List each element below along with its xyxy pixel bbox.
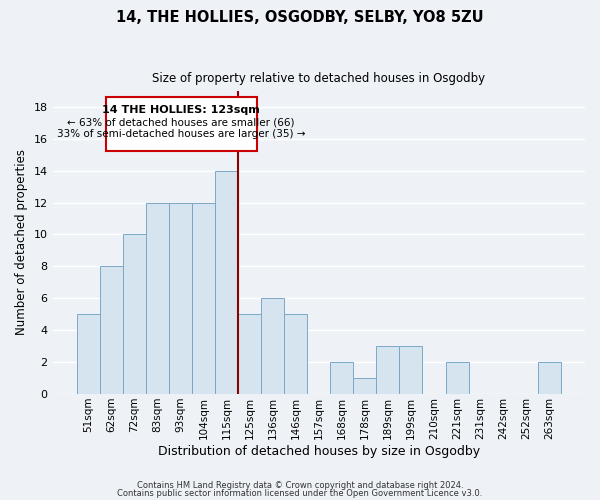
Bar: [169, 202, 192, 394]
Title: Size of property relative to detached houses in Osgodby: Size of property relative to detached ho…: [152, 72, 485, 86]
Bar: [215, 170, 238, 394]
Bar: [238, 314, 261, 394]
Bar: [261, 298, 284, 394]
Text: 14 THE HOLLIES: 123sqm: 14 THE HOLLIES: 123sqm: [102, 105, 260, 115]
Bar: [192, 202, 215, 394]
Bar: [446, 362, 469, 394]
X-axis label: Distribution of detached houses by size in Osgodby: Distribution of detached houses by size …: [158, 444, 480, 458]
Bar: [100, 266, 123, 394]
Text: ← 63% of detached houses are smaller (66): ← 63% of detached houses are smaller (66…: [67, 118, 295, 128]
Bar: [400, 346, 422, 394]
Bar: [376, 346, 400, 394]
Text: 33% of semi-detached houses are larger (35) →: 33% of semi-detached houses are larger (…: [57, 129, 305, 139]
Text: Contains HM Land Registry data © Crown copyright and database right 2024.: Contains HM Land Registry data © Crown c…: [137, 481, 463, 490]
Bar: [77, 314, 100, 394]
Bar: [330, 362, 353, 394]
Bar: [353, 378, 376, 394]
Bar: [123, 234, 146, 394]
Text: 14, THE HOLLIES, OSGODBY, SELBY, YO8 5ZU: 14, THE HOLLIES, OSGODBY, SELBY, YO8 5ZU: [116, 10, 484, 25]
Bar: [146, 202, 169, 394]
Y-axis label: Number of detached properties: Number of detached properties: [15, 150, 28, 336]
FancyBboxPatch shape: [106, 97, 257, 152]
Bar: [284, 314, 307, 394]
Bar: [538, 362, 561, 394]
Text: Contains public sector information licensed under the Open Government Licence v3: Contains public sector information licen…: [118, 488, 482, 498]
